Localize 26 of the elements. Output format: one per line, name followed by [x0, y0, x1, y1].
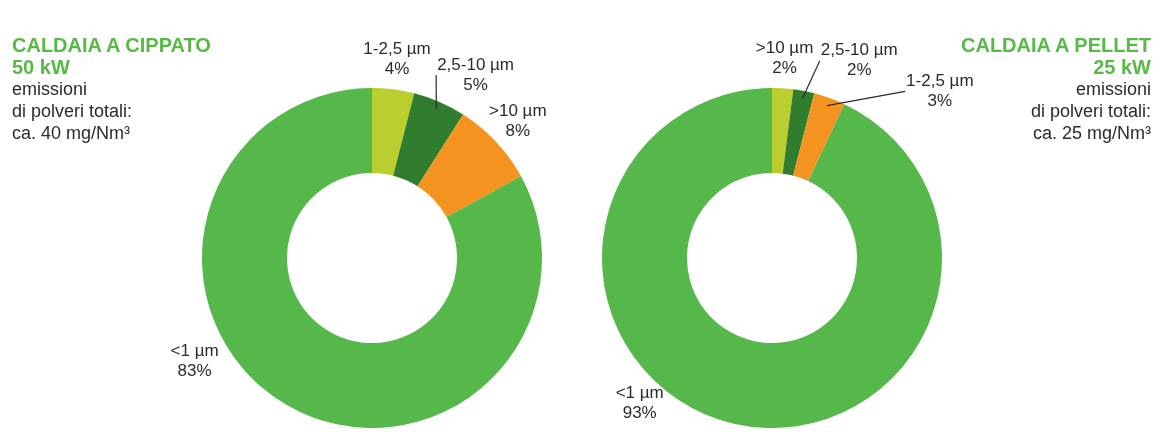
- data-label: 83%: [177, 360, 212, 380]
- data-label: 2%: [846, 60, 872, 80]
- slice-label: >10 µm: [489, 100, 547, 120]
- slice-label: <1 µm: [615, 383, 664, 403]
- data-label: 2%: [772, 58, 797, 78]
- text: ca. 25 mg/Nm³: [1031, 122, 1151, 144]
- text: ca. 40 mg/Nm³: [12, 122, 132, 144]
- slice-label: 2,5-10 µm: [437, 54, 515, 74]
- data-label: 4%: [384, 59, 410, 79]
- text: emissioni: [1075, 79, 1151, 99]
- slice-label: >10 µm: [755, 38, 814, 58]
- text: di polveri totali:: [12, 100, 134, 122]
- chart-title: CALDAIA A CIPPATO: [12, 34, 211, 56]
- text: emissioni: [12, 78, 89, 100]
- text: 25 kW: [1093, 56, 1151, 78]
- slice-label: 2,5-10 µm: [820, 40, 898, 60]
- slice-label: <1 µm: [170, 340, 219, 360]
- data-label: 93%: [622, 403, 657, 423]
- data-label: 8%: [505, 120, 531, 140]
- slice-label: 1-2,5 µm: [906, 71, 974, 91]
- slice-label: 1-2,5 µm: [363, 39, 431, 59]
- text: CALDAIA A PELLET: [961, 34, 1151, 56]
- data-label: 5%: [463, 74, 488, 94]
- text: di polveri totali:: [1029, 100, 1151, 122]
- text: 50 kW: [12, 56, 71, 78]
- data-label: 3%: [927, 91, 953, 111]
